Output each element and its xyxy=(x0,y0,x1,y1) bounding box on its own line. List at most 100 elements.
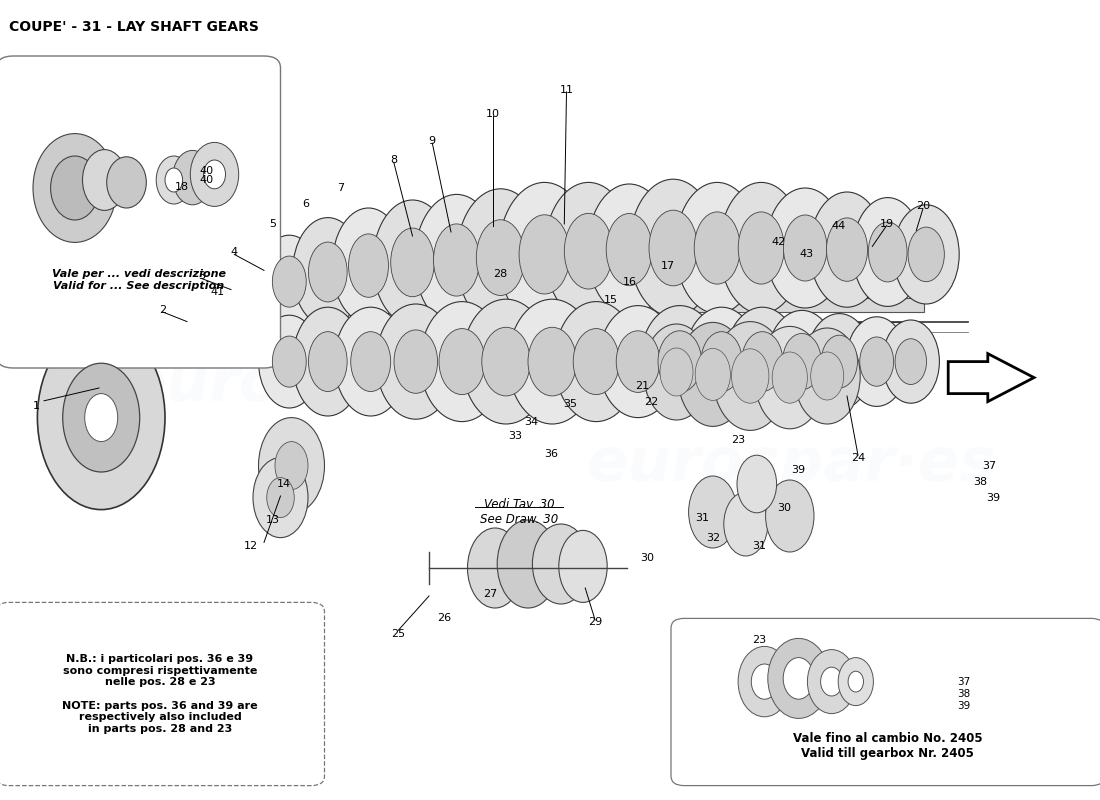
Ellipse shape xyxy=(768,638,829,718)
Ellipse shape xyxy=(519,214,570,294)
Text: 30: 30 xyxy=(640,554,653,563)
Text: 25: 25 xyxy=(392,629,405,638)
Text: 9: 9 xyxy=(429,136,436,146)
Ellipse shape xyxy=(468,528,522,608)
Ellipse shape xyxy=(755,326,825,429)
Text: 4: 4 xyxy=(231,247,238,257)
Ellipse shape xyxy=(373,200,452,325)
Ellipse shape xyxy=(190,142,239,206)
Text: 31: 31 xyxy=(752,541,766,550)
Ellipse shape xyxy=(738,646,791,717)
Text: 31: 31 xyxy=(695,514,708,523)
Text: eurospar·es: eurospar·es xyxy=(363,302,847,370)
Ellipse shape xyxy=(658,331,702,393)
Text: 11: 11 xyxy=(560,85,573,94)
Ellipse shape xyxy=(782,334,822,390)
Ellipse shape xyxy=(895,338,926,385)
Text: 7: 7 xyxy=(338,183,344,193)
Ellipse shape xyxy=(741,332,783,391)
Text: 34: 34 xyxy=(525,418,538,427)
Ellipse shape xyxy=(204,160,226,189)
Ellipse shape xyxy=(532,524,590,604)
Ellipse shape xyxy=(772,352,807,403)
Text: 5: 5 xyxy=(270,219,276,229)
Ellipse shape xyxy=(737,455,777,513)
Ellipse shape xyxy=(165,168,183,192)
Ellipse shape xyxy=(107,157,146,208)
Polygon shape xyxy=(163,298,924,312)
Ellipse shape xyxy=(253,458,308,538)
Ellipse shape xyxy=(85,394,118,442)
Text: 27: 27 xyxy=(484,589,497,598)
Ellipse shape xyxy=(848,671,864,692)
Ellipse shape xyxy=(868,222,908,282)
Text: 40: 40 xyxy=(200,175,213,185)
Text: 22: 22 xyxy=(645,397,658,406)
Text: 38: 38 xyxy=(974,477,987,486)
FancyBboxPatch shape xyxy=(0,56,280,368)
FancyBboxPatch shape xyxy=(671,618,1100,786)
Text: 39: 39 xyxy=(792,466,805,475)
Ellipse shape xyxy=(415,194,498,326)
Ellipse shape xyxy=(351,332,390,391)
Ellipse shape xyxy=(852,198,923,306)
Ellipse shape xyxy=(725,307,800,416)
Text: 42: 42 xyxy=(772,237,785,246)
Ellipse shape xyxy=(293,218,363,326)
Text: 20: 20 xyxy=(916,202,930,211)
Text: eurospar·es: eurospar·es xyxy=(587,434,997,494)
Text: 8: 8 xyxy=(390,155,397,165)
Ellipse shape xyxy=(821,667,843,696)
Ellipse shape xyxy=(882,320,939,403)
Text: 43: 43 xyxy=(800,250,813,259)
Ellipse shape xyxy=(587,184,671,315)
Text: 23: 23 xyxy=(732,435,745,445)
Ellipse shape xyxy=(564,214,613,289)
Text: 13: 13 xyxy=(266,515,279,525)
Ellipse shape xyxy=(766,480,814,552)
Ellipse shape xyxy=(846,317,907,406)
Text: 15: 15 xyxy=(604,295,617,305)
Ellipse shape xyxy=(694,212,740,284)
Text: 40: 40 xyxy=(200,166,213,176)
Text: 44: 44 xyxy=(832,221,845,230)
Ellipse shape xyxy=(82,150,126,210)
Ellipse shape xyxy=(794,328,860,424)
Ellipse shape xyxy=(783,658,814,699)
Ellipse shape xyxy=(826,218,868,282)
Ellipse shape xyxy=(156,156,191,204)
Text: 21: 21 xyxy=(636,381,649,390)
Ellipse shape xyxy=(893,205,959,304)
Ellipse shape xyxy=(308,242,348,302)
Ellipse shape xyxy=(732,349,769,403)
Ellipse shape xyxy=(334,307,407,416)
Text: 3: 3 xyxy=(198,271,205,281)
Ellipse shape xyxy=(433,224,480,296)
Text: 12: 12 xyxy=(244,541,257,550)
Ellipse shape xyxy=(695,349,730,400)
Ellipse shape xyxy=(640,306,719,418)
Ellipse shape xyxy=(275,442,308,490)
Text: 6: 6 xyxy=(302,199,309,209)
Text: 32: 32 xyxy=(706,533,719,542)
Ellipse shape xyxy=(498,182,591,326)
Ellipse shape xyxy=(462,299,550,424)
Text: 17: 17 xyxy=(661,261,674,270)
Ellipse shape xyxy=(806,314,872,410)
Ellipse shape xyxy=(497,520,559,608)
Ellipse shape xyxy=(719,182,803,314)
Text: 23: 23 xyxy=(752,635,766,645)
Ellipse shape xyxy=(332,208,405,323)
Text: 10: 10 xyxy=(486,109,499,118)
Ellipse shape xyxy=(33,134,117,242)
Ellipse shape xyxy=(439,329,485,394)
Ellipse shape xyxy=(476,220,525,295)
Text: 29: 29 xyxy=(588,618,602,627)
Ellipse shape xyxy=(544,182,632,320)
Text: 30: 30 xyxy=(778,503,791,513)
Ellipse shape xyxy=(376,304,455,419)
Ellipse shape xyxy=(51,156,99,220)
Text: 37: 37 xyxy=(982,461,996,470)
Polygon shape xyxy=(948,354,1034,402)
Ellipse shape xyxy=(860,337,893,386)
